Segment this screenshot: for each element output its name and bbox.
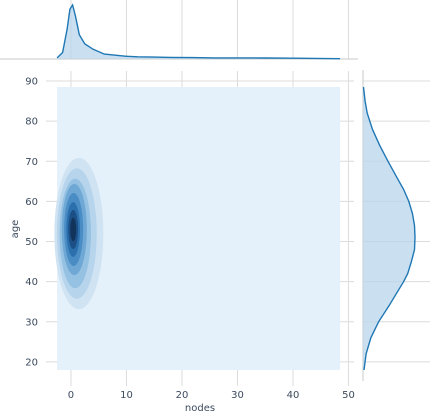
y-marginal-density-fill <box>363 87 415 370</box>
y-marginal-density-curve <box>362 86 416 371</box>
x-axis-label: nodes <box>185 403 215 414</box>
x-tick-label: 0 <box>68 390 74 401</box>
x-tick-label: 10 <box>120 390 133 401</box>
x-tick-label: 30 <box>231 390 244 401</box>
joint-density-background <box>57 87 341 370</box>
x-marginal-panel <box>0 0 358 60</box>
joint-panel: 0 10 20 30 40 50 20 30 40 50 60 70 80 90 <box>25 71 355 401</box>
y-axis-ticks: 20 30 40 50 60 70 80 90 <box>25 77 38 369</box>
y-tick-label: 30 <box>25 317 38 328</box>
y-tick-label: 50 <box>25 237 38 248</box>
x-axis-ticks: 0 10 20 30 40 50 <box>68 390 355 401</box>
density-contour-level <box>70 217 77 242</box>
y-axis-label: age <box>10 220 21 239</box>
y-tick-label: 80 <box>25 117 38 128</box>
x-tick-label: 40 <box>287 390 300 401</box>
x-tick-label: 20 <box>176 390 189 401</box>
x-marginal-density-fill <box>57 5 341 59</box>
y-tick-label: 20 <box>25 357 38 368</box>
y-tick-label: 40 <box>25 277 38 288</box>
y-tick-label: 70 <box>25 157 38 168</box>
y-tick-label: 60 <box>25 197 38 208</box>
y-tick-label: 90 <box>25 77 38 88</box>
x-tick-label: 50 <box>342 390 355 401</box>
y-marginal-panel <box>362 70 430 381</box>
x-marginal-density-curve <box>56 3 341 60</box>
joint-density-contours <box>54 157 104 310</box>
